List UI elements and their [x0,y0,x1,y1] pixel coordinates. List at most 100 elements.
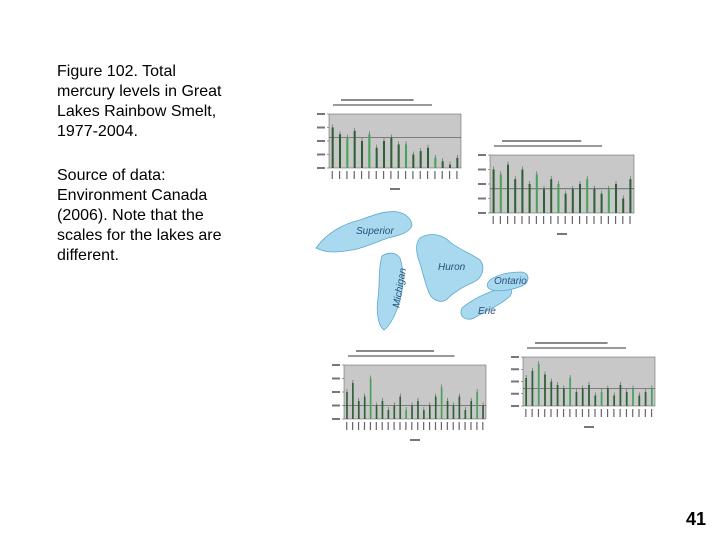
bar-superior-3 [353,130,356,168]
x-tick-label [586,216,588,224]
bar-huron-19 [629,179,632,213]
bar-superior-9 [397,144,400,168]
x-tick-label [613,409,615,417]
x-tick-label [404,171,407,179]
x-tick-label [625,409,628,417]
bar-ontario-11 [594,395,597,406]
bar-erie-1 [352,383,354,419]
y-tick-label [317,126,325,129]
x-tick-label [412,171,414,179]
bar-erie-8 [393,405,396,419]
bar-huron-7 [542,188,546,213]
x-tick-label [525,409,527,417]
x-tick-label [464,422,466,430]
bar-erie-15 [434,396,437,419]
y-tick-label [317,167,325,169]
bar-erie-17 [446,401,449,419]
bar-huron-4 [521,169,524,213]
chart-erie [328,345,490,445]
x-tick-label [581,409,584,417]
bar-huron-1 [499,174,502,213]
x-tick-label [614,216,617,224]
x-tick-label [619,409,621,417]
x-tick-label [387,422,389,430]
bar-erie-0 [346,392,348,419]
chart-subtitle-line [494,145,602,147]
x-tick-label [423,422,425,430]
x-tick-label [417,422,419,430]
lake-huron-shape [416,234,484,302]
bar-huron-17 [614,184,618,213]
bar-ontario-2 [537,364,540,406]
x-tick-label [352,422,354,430]
bar-ontario-1 [531,371,534,406]
bar-ontario-16 [625,392,628,406]
x-tick-label [531,409,533,417]
bar-ontario-19 [644,392,647,406]
x-tick-label [514,216,516,224]
lake-erie-shape [460,287,512,320]
x-tick-label [571,216,573,224]
x-tick-label [363,422,366,430]
chart-subtitle-line [333,104,432,106]
bar-erie-5 [375,405,378,419]
y-tick-label [332,364,340,366]
bar-huron-12 [578,184,582,213]
y-tick-label [317,140,325,142]
y-tick-label [332,404,340,407]
bar-erie-3 [363,396,366,419]
chart-title-line [535,342,608,344]
bar-superior-2 [346,137,349,168]
bar-ontario-4 [550,381,553,406]
bar-superior-4 [360,141,364,168]
lake-ontario-shape [486,271,529,292]
figure-source-note: Source of data: Environment Canada (2006… [57,167,222,264]
x-tick-label [499,216,501,224]
bar-superior-14 [434,157,437,168]
bar-ontario-12 [600,392,603,406]
x-tick-label [368,171,370,179]
x-tick-label [556,409,558,417]
chart-ontario [507,337,659,432]
y-tick-label [478,154,486,156]
x-tick-label [382,171,385,179]
x-tick-label [346,171,348,179]
x-tick-label [390,171,392,179]
bar-erie-20 [464,410,467,419]
bar-superior-13 [426,147,430,168]
bar-superior-11 [412,154,415,168]
x-tick-label [360,171,363,179]
x-tick-label [346,422,348,430]
x-tick-label [593,216,595,224]
bar-huron-3 [514,179,517,213]
chart-title-line [341,99,414,101]
bar-erie-12 [417,401,419,419]
lake-label-superior: Superior [356,226,394,237]
x-tick-label [434,171,436,179]
y-tick-label [511,368,519,371]
x-tick-label [578,216,581,224]
great-lakes-map: Superior Michigan Huron Ontario Erie [312,190,532,345]
bar-erie-22 [476,392,478,419]
bar-superior-6 [375,147,378,168]
x-tick-label [482,422,484,430]
y-tick-label [332,391,340,393]
x-tick-label [650,409,653,417]
x-tick-label [542,216,545,224]
bar-superior-8 [390,137,393,168]
figure-caption: Figure 102. Total mercury levels in Grea… [57,62,232,290]
bar-ontario-15 [619,385,622,406]
y-tick-label [478,183,486,185]
bar-huron-10 [564,193,567,213]
bar-huron-16 [607,188,610,213]
x-tick-label [397,171,399,179]
bar-erie-19 [458,396,461,419]
bar-erie-11 [411,405,413,419]
x-tick-label [537,409,540,417]
x-tick-label [357,422,360,430]
x-tick-label [588,409,590,417]
lake-label-erie: Erie [478,306,496,317]
x-tick-label [331,171,333,179]
bar-erie-14 [428,405,431,419]
x-tick-label [381,422,383,430]
